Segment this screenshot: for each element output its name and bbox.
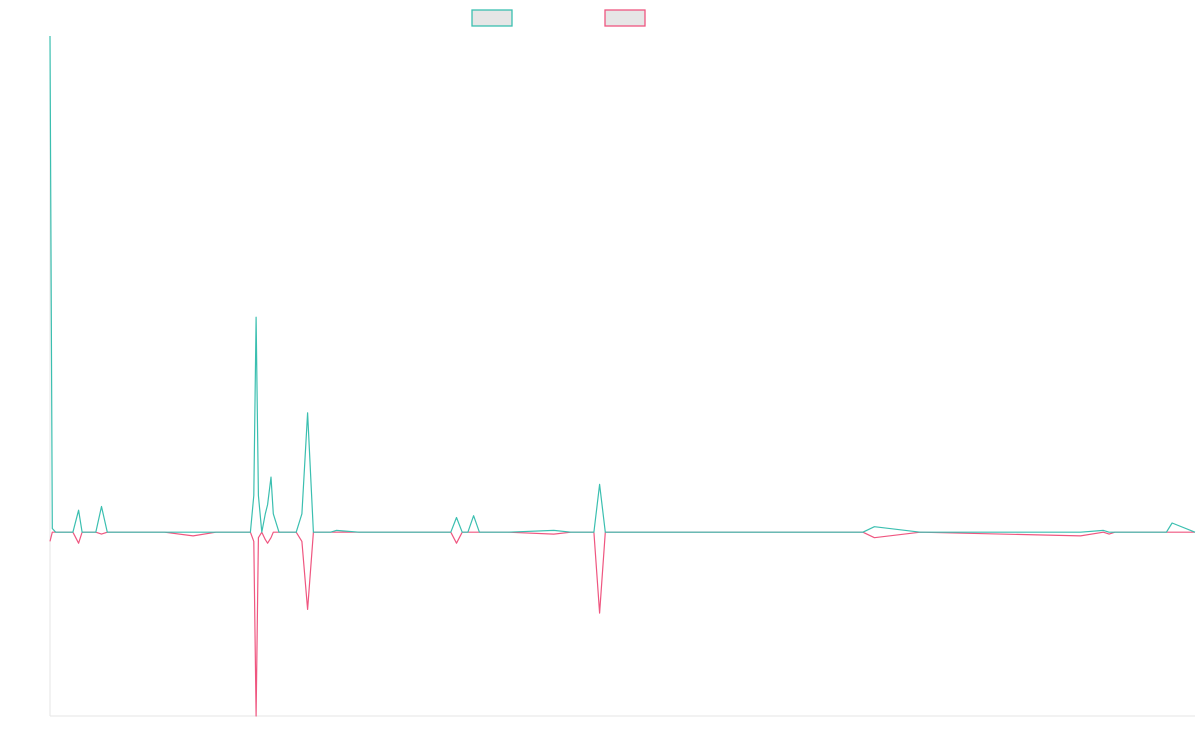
legend-swatch-series-2 [604,9,646,27]
legend [471,9,646,27]
legend-swatch-series-1 [471,9,513,27]
legend-item-series-1[interactable] [471,9,513,27]
plot-area [49,35,1196,717]
series-line-2[interactable] [49,531,1195,717]
axes [49,36,1195,717]
series-line-1[interactable] [49,35,1196,533]
legend-item-series-2[interactable] [604,9,646,27]
